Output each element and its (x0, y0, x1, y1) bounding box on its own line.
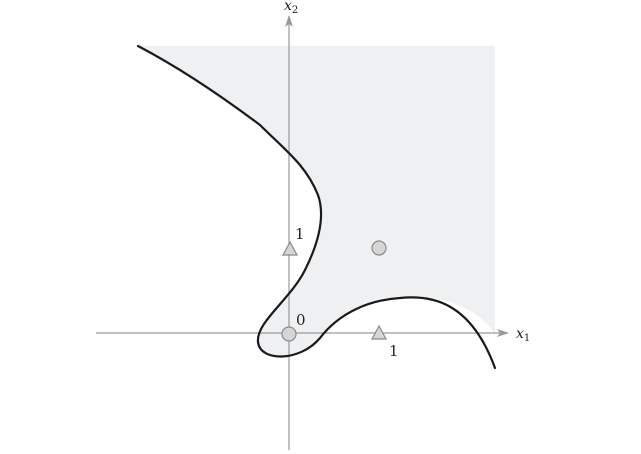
decision-boundary-curve (136, 44, 497, 370)
x-axis-label: x1 (516, 326, 530, 344)
point-1-1 (371, 240, 387, 256)
shaded-region (138, 46, 495, 357)
point-0-1 (281, 240, 299, 256)
x-tick-label-1: 1 (389, 342, 399, 360)
origin-point (281, 326, 297, 342)
y-tick-label-1: 1 (295, 225, 305, 243)
origin-label: 0 (296, 311, 306, 329)
y-axis-label: x2 (284, 0, 298, 16)
point-1-0 (370, 324, 388, 340)
